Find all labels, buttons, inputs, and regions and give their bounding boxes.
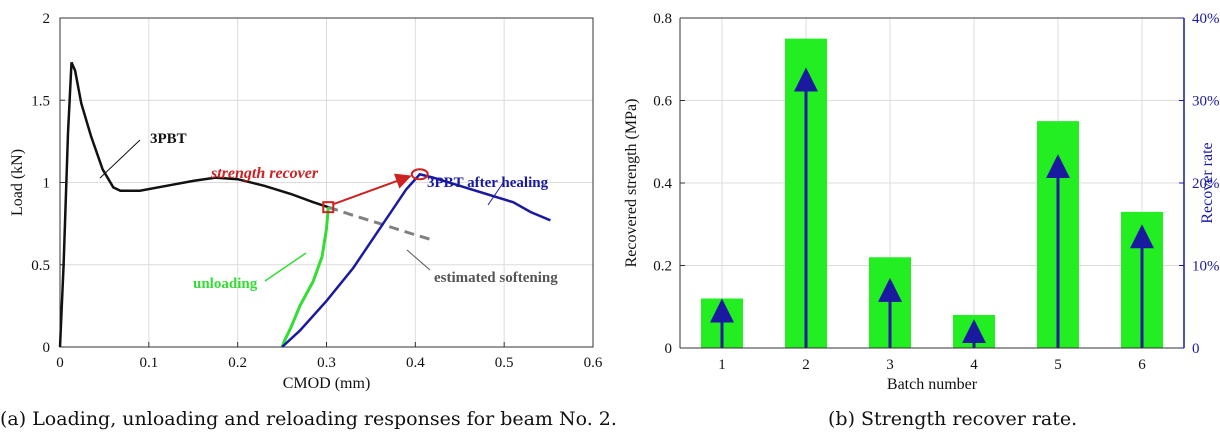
y-tick-label: 0.4	[653, 176, 672, 192]
y-tick-label: 0.8	[653, 11, 672, 27]
y-tick-label: 0.6	[653, 94, 672, 110]
y2-tick-label: 30%	[1192, 94, 1220, 110]
x-axis-label: CMOD (mm)	[283, 375, 371, 392]
y-tick-label: 0.5	[31, 258, 50, 274]
strength-recover-arrow	[332, 173, 412, 206]
y2-axis-label: Recover rate	[1199, 142, 1216, 223]
y-tick-label: 0	[43, 340, 51, 356]
series-unloading	[280, 207, 330, 348]
x-tick-label: 0	[56, 355, 64, 371]
leader-softening	[406, 249, 431, 271]
x-tick-label: 0.6	[584, 355, 603, 371]
series-estimated-softening	[327, 205, 434, 242]
y-tick-label: 0.2	[653, 259, 672, 275]
x-tick-label: 1	[718, 357, 726, 373]
leader-unloading	[264, 252, 307, 282]
x-tick-label: 0.3	[317, 355, 336, 371]
y2-tick-label: 40%	[1192, 11, 1220, 27]
y-tick-label: 2	[43, 11, 51, 27]
caption-a: (a) Loading, unloading and reloading res…	[0, 408, 617, 430]
x-tick-label: 6	[1138, 357, 1146, 373]
x-tick-label: 3	[886, 357, 894, 373]
label-estimated-softening: estimated softening	[434, 270, 558, 286]
caption-b: (b) Strength recover rate.	[828, 408, 1078, 430]
x-tick-label: 4	[970, 357, 978, 373]
y-axis-label: Load (kN)	[9, 149, 26, 216]
label-3pbt: 3PBT	[150, 131, 187, 147]
y2-tick-label: 0	[1192, 341, 1200, 357]
y-tick-label: 0	[665, 341, 673, 357]
x-tick-label: 0.5	[495, 355, 514, 371]
leader-after-healing	[487, 182, 504, 206]
x-tick-label: 5	[1054, 357, 1062, 373]
chart-a: 0 0.1 0.2 0.3 0.4 0.5 0.6 0 0.5 1 1.5 2 CMOD (mm) Loa…	[9, 11, 603, 392]
label-unloading: unloading	[193, 276, 258, 292]
x-tick-label: 0.1	[139, 355, 158, 371]
strength-square-marker	[322, 201, 335, 214]
y2-tick-label: 20%	[1192, 176, 1220, 192]
x-tick-label: 2	[802, 357, 810, 373]
y2-tick-label: 10%	[1192, 259, 1220, 275]
y-axis-label: Recovered strength (MPa)	[623, 99, 640, 268]
label-3pbt-after-healing: 3PBT after healing	[427, 175, 549, 191]
series-3pbt	[58, 61, 329, 348]
x-tick-label: 0.4	[406, 355, 425, 371]
label-strength-recover: strength recover	[210, 165, 319, 182]
y-tick-label: 1	[43, 176, 51, 192]
strength-circle-marker	[410, 168, 429, 181]
leader-3pbt	[99, 139, 141, 179]
chart-b: 0 0.2 0.4 0.6 0.8 0 10% 20% 30% 40% 1 2 3 4 5 6 Batch nu…	[623, 11, 1220, 393]
x-tick-label: 0.2	[228, 355, 247, 371]
x-axis-label: Batch number	[887, 376, 978, 393]
series-3pbt-after-healing	[281, 172, 551, 348]
y-tick-label: 1.5	[31, 93, 50, 109]
